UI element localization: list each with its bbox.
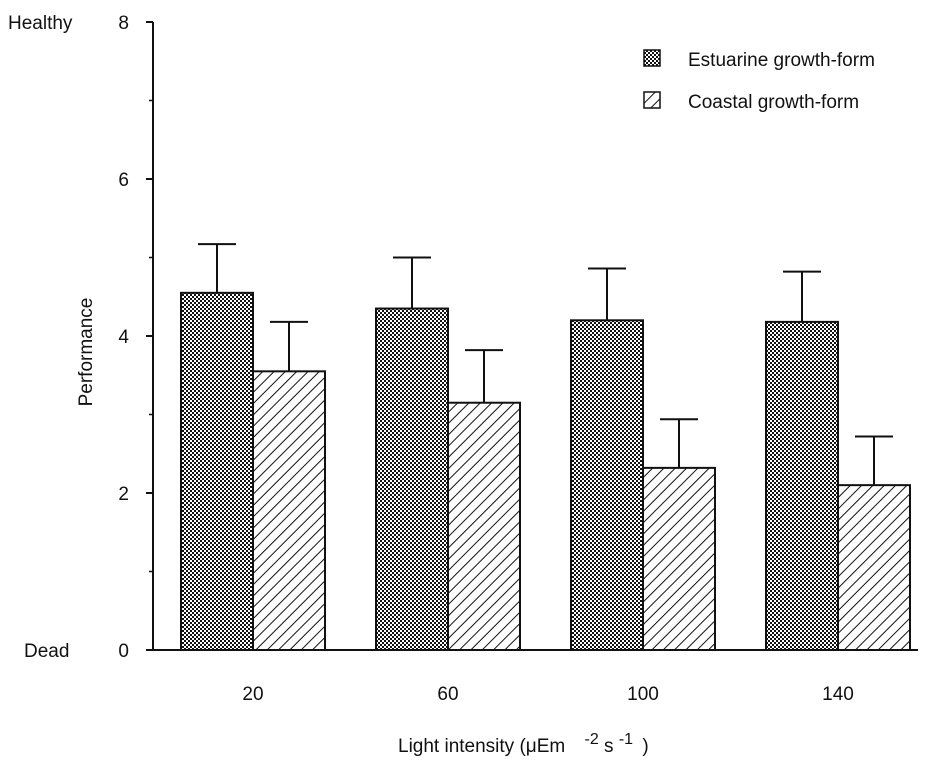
bar bbox=[375, 307, 449, 651]
legend: Estuarine growth-form Coastal growth-for… bbox=[643, 49, 875, 113]
bar bbox=[252, 370, 326, 651]
y-tick-label: 8 bbox=[118, 13, 129, 34]
bars bbox=[180, 243, 911, 651]
x-tick-label: 140 bbox=[822, 684, 854, 705]
y-ticks: 0 2 4 6 8 bbox=[118, 13, 153, 662]
legend-item-estuarine: Estuarine growth-form bbox=[643, 49, 875, 71]
x-axis-title-main: Light intensity (μEm bbox=[398, 736, 565, 757]
x-tick-label: 60 bbox=[437, 684, 458, 705]
y-tick-label: 0 bbox=[118, 641, 129, 662]
y-axis-top-label: Healthy bbox=[8, 13, 73, 34]
legend-label-coastal: Coastal growth-form bbox=[688, 92, 859, 113]
legend-label-estuarine: Estuarine growth-form bbox=[688, 50, 875, 71]
x-tick-label: 20 bbox=[242, 684, 263, 705]
x-axis-title-sup1: -2 bbox=[585, 731, 599, 748]
bar-group bbox=[765, 270, 911, 651]
x-tick-label: 100 bbox=[627, 684, 659, 705]
bar bbox=[180, 291, 254, 651]
bar-group bbox=[375, 256, 521, 651]
y-tick-label: 4 bbox=[118, 327, 129, 348]
bar-group bbox=[180, 243, 326, 651]
legend-item-coastal: Coastal growth-form bbox=[643, 91, 859, 113]
x-axis-title: Light intensity (μEm -2 s -1 ) bbox=[398, 728, 649, 757]
y-tick-label: 6 bbox=[118, 170, 129, 191]
bar bbox=[447, 401, 521, 651]
x-axis-title-close: ) bbox=[642, 736, 648, 757]
y-tick-label: 2 bbox=[118, 484, 129, 505]
legend-swatch-coastal bbox=[643, 91, 661, 109]
bar bbox=[642, 466, 716, 651]
x-axis-title-sup2: -1 bbox=[619, 731, 633, 748]
y-axis-title: Performance bbox=[76, 298, 97, 407]
bar bbox=[837, 484, 911, 651]
y-axis-bottom-label: Dead bbox=[24, 641, 69, 662]
bar-group bbox=[570, 267, 716, 651]
x-tick-labels: 20 60 100 140 bbox=[242, 684, 853, 705]
legend-swatch-estuarine bbox=[643, 49, 661, 67]
x-axis-title-s: s bbox=[604, 736, 614, 757]
bar bbox=[570, 319, 644, 651]
bar bbox=[765, 320, 839, 651]
